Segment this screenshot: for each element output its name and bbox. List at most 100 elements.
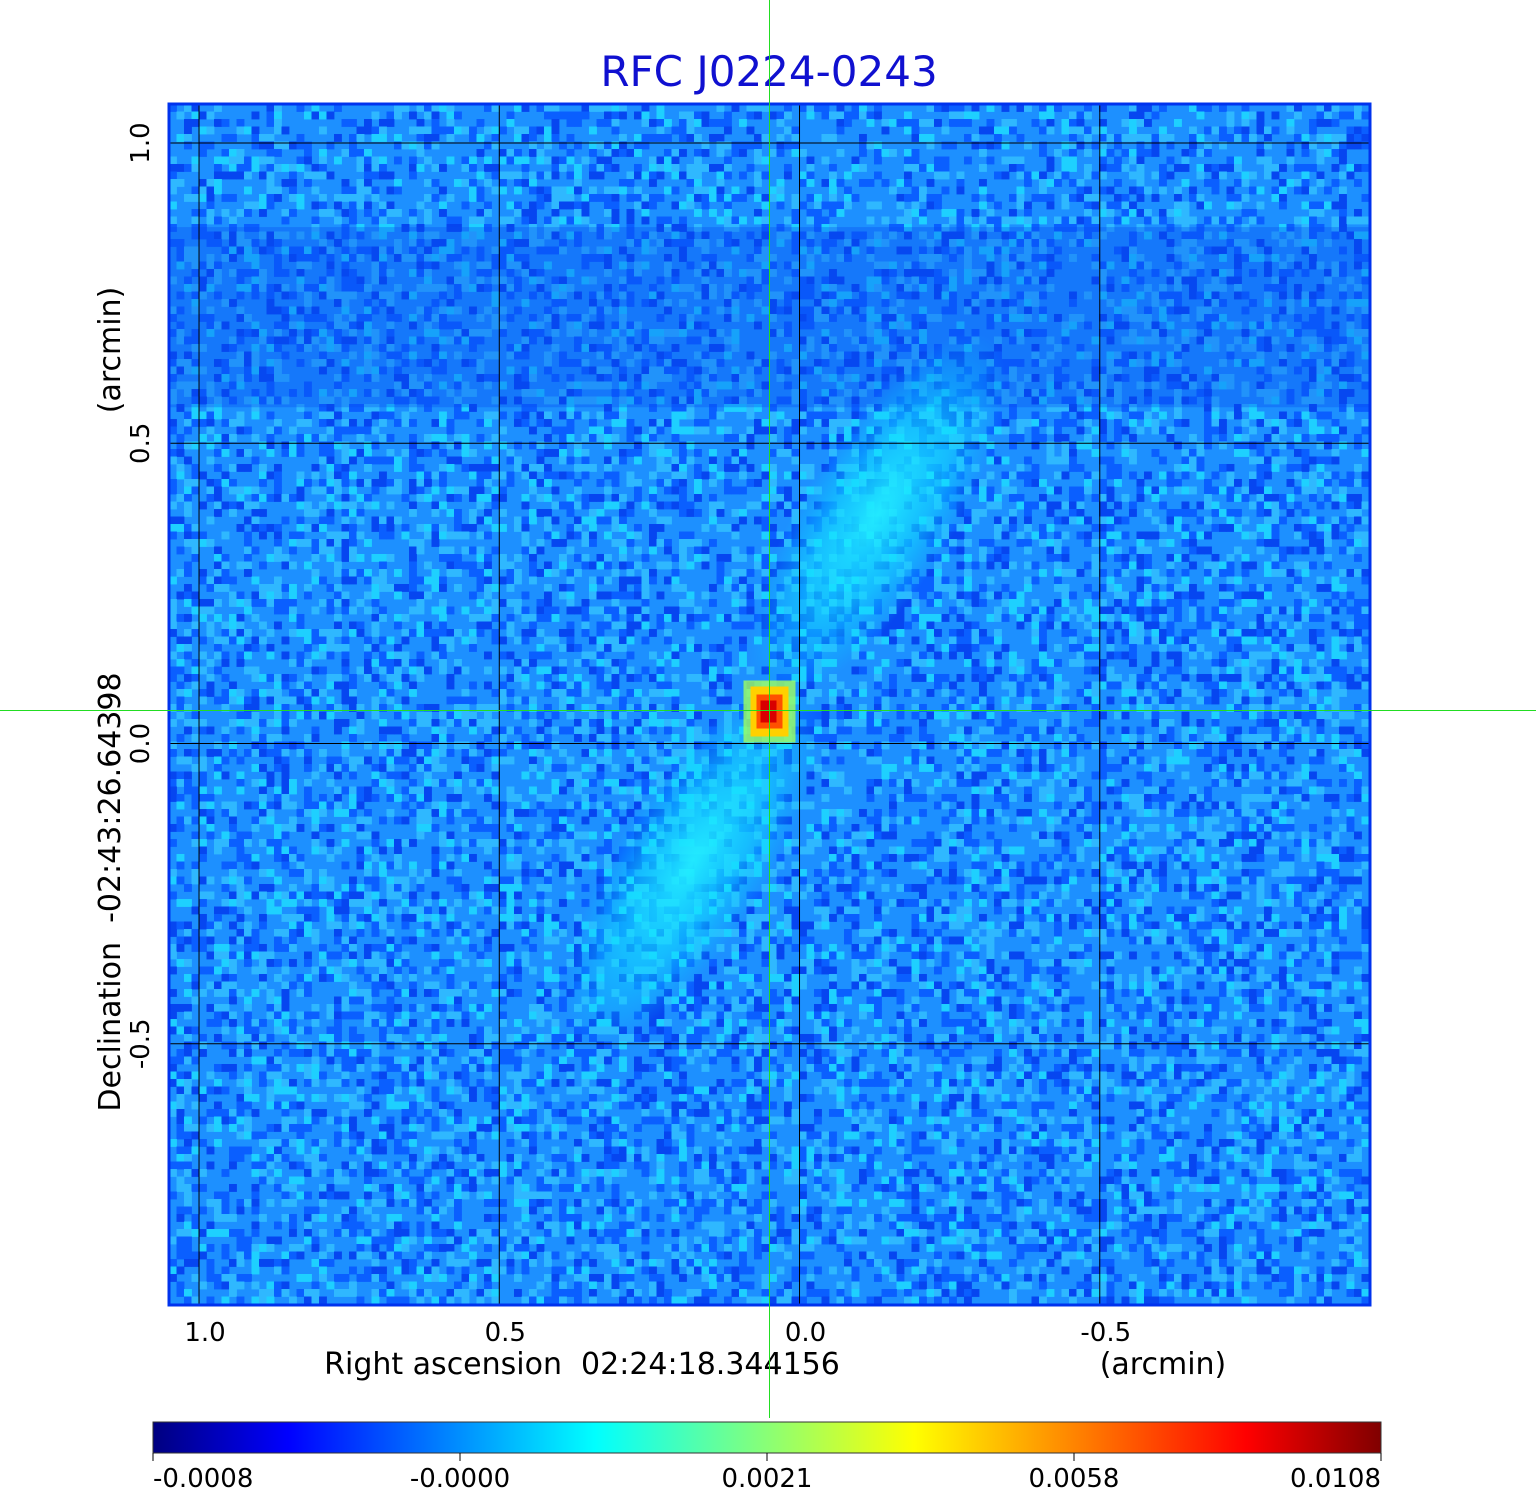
noise-pixel [1339,516,1347,525]
noise-pixel [1294,261,1302,270]
noise-pixel [356,186,365,195]
noise-pixel [1084,486,1092,495]
noise-pixel [544,171,552,180]
noise-pixel [844,111,852,120]
noise-pixel [544,479,552,487]
noise-pixel [956,246,965,255]
noise-pixel [1031,471,1040,480]
noise-pixel [1196,501,1205,510]
noise-pixel [821,156,830,165]
noise-pixel [334,291,342,300]
noise-pixel [394,284,402,292]
noise-pixel [311,329,320,337]
noise-pixel [679,284,687,292]
noise-pixel [1241,194,1250,202]
noise-pixel [596,254,605,262]
noise-pixel [1076,119,1085,127]
noise-pixel [671,426,680,435]
noise-pixel [604,224,612,232]
noise-pixel [566,411,575,420]
noise-pixel [919,336,927,345]
noise-pixel [506,119,515,127]
noise-pixel [716,171,725,180]
noise-pixel [731,104,740,112]
noise-pixel [1219,299,1227,307]
noise-pixel [274,336,282,345]
noise-pixel [761,156,770,165]
noise-pixel [956,209,965,217]
noise-pixel [1339,246,1347,255]
noise-pixel [1211,561,1220,570]
noise-pixel [424,576,432,585]
noise-pixel [274,194,282,202]
noise-pixel [806,216,815,225]
noise-pixel [746,269,755,277]
noise-pixel [229,419,237,427]
noise-pixel [244,426,252,435]
noise-pixel [1009,524,1017,532]
noise-pixel [401,141,410,150]
noise-pixel [604,119,612,127]
noise-pixel [1256,546,1265,555]
noise-pixel [574,479,582,487]
noise-pixel [476,336,485,345]
noise-pixel [551,344,560,352]
noise-pixel [1264,314,1272,322]
noise-pixel [1226,569,1235,577]
noise-pixel [1174,441,1182,450]
noise-pixel [1346,411,1355,420]
noise-pixel [1339,171,1347,180]
noise-pixel [386,171,395,180]
noise-pixel [1256,141,1265,150]
noise-pixel [236,239,245,247]
noise-pixel [964,516,972,525]
noise-pixel [641,261,650,270]
noise-pixel [694,239,702,247]
noise-pixel [784,321,792,330]
noise-pixel [1264,464,1272,472]
noise-pixel [281,374,290,382]
noise-pixel [454,411,462,420]
noise-pixel [589,539,597,547]
noise-pixel [1166,171,1175,180]
noise-pixel [251,321,260,330]
noise-pixel [1114,359,1122,367]
noise-pixel [259,134,267,142]
noise-pixel [1346,389,1355,397]
noise-pixel [221,209,230,217]
noise-pixel [851,374,860,382]
noise-pixel [836,404,845,412]
noise-pixel [604,381,612,390]
noise-pixel [1136,254,1145,262]
noise-pixel [431,299,440,307]
noise-pixel [934,246,942,255]
noise-pixel [581,359,590,367]
noise-pixel [1114,314,1122,322]
noise-pixel [364,336,372,345]
noise-pixel [1286,546,1295,555]
noise-pixel [1174,276,1182,285]
noise-pixel [724,164,732,172]
noise-pixel [604,156,612,165]
noise-pixel [484,224,492,232]
noise-pixel [814,224,822,232]
noise-pixel [446,216,455,225]
noise-pixel [551,569,560,577]
noise-pixel [199,411,207,420]
noise-pixel [551,486,560,495]
noise-pixel [506,156,515,165]
noise-pixel [656,111,665,120]
noise-pixel [604,501,612,510]
noise-pixel [529,404,537,412]
noise-pixel [1249,411,1257,420]
noise-pixel [1211,164,1220,172]
noise-pixel [266,134,275,142]
noise-pixel [1181,231,1190,240]
noise-pixel [476,359,485,367]
noise-pixel [619,404,627,412]
noise-pixel [1339,194,1347,202]
noise-pixel [1031,194,1040,202]
noise-pixel [1039,306,1047,315]
noise-pixel [1286,141,1295,150]
noise-pixel [439,104,447,112]
